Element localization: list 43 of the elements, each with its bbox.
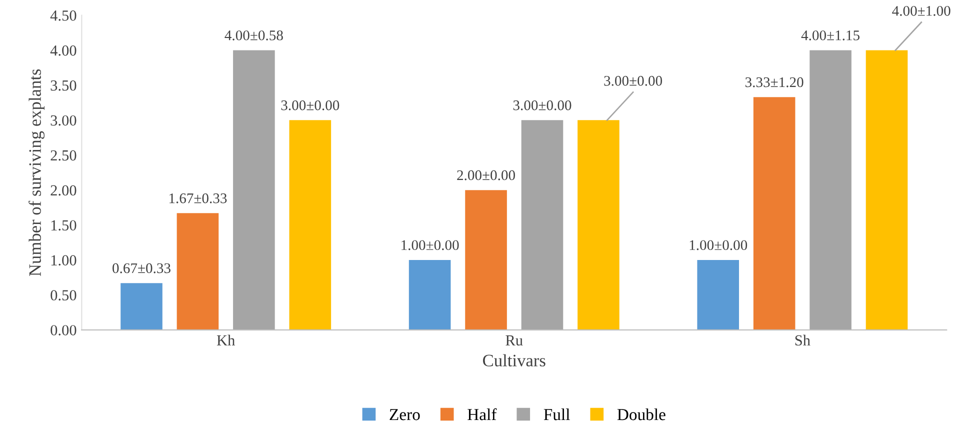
bar xyxy=(408,260,451,330)
x-tick-label: Kh xyxy=(216,334,235,346)
bar xyxy=(697,260,740,330)
data-label: 3.00±0.00 xyxy=(604,76,662,86)
legend-label: Zero xyxy=(390,409,420,420)
data-label: 3.33±1.20 xyxy=(746,77,804,88)
legend-label: Half xyxy=(468,408,497,420)
y-tick-label: 4.50 xyxy=(50,10,76,21)
y-tick-label: 2.50 xyxy=(50,150,76,161)
bar xyxy=(521,120,564,330)
data-label: 1.00±0.00 xyxy=(690,240,748,250)
bar xyxy=(753,97,796,330)
bar xyxy=(176,213,219,330)
data-label: 0.67±0.33 xyxy=(112,263,170,274)
y-tick-label: 4.00 xyxy=(50,45,76,56)
bar xyxy=(289,120,332,330)
data-label: 3.00±0.00 xyxy=(281,100,340,110)
bar xyxy=(810,50,852,330)
legend-label: Full xyxy=(544,408,570,420)
x-axis-title: Cultivars xyxy=(483,354,546,366)
y-tick-label: 3.00 xyxy=(50,115,76,126)
y-tick-label: 0.00 xyxy=(50,325,76,336)
data-label: 4.00±0.58 xyxy=(224,30,283,40)
data-label: 2.00±0.00 xyxy=(457,170,515,180)
legend-label: Double xyxy=(617,408,666,420)
y-tick-label: 1.00 xyxy=(51,255,76,266)
bar xyxy=(866,50,908,330)
bar xyxy=(465,190,507,330)
data-label: 1.67±0.33 xyxy=(169,193,227,204)
x-tick-label: Sh xyxy=(795,334,810,346)
x-tick-label: Ru xyxy=(506,335,523,346)
y-tick-label: 0.50 xyxy=(50,290,76,300)
bar xyxy=(578,120,620,330)
data-label: 4.00±1.15 xyxy=(801,30,860,40)
data-label: 1.00±0.00 xyxy=(402,240,459,250)
y-axis-title: Number of surviving explants xyxy=(28,69,45,276)
bar xyxy=(120,283,162,330)
data-label: 4.00±1.00 xyxy=(892,6,950,16)
y-tick-label: 1.50 xyxy=(51,220,76,231)
y-tick-label: 3.50 xyxy=(50,80,76,91)
data-label: 3.00±0.00 xyxy=(513,100,572,110)
bar xyxy=(233,50,275,330)
y-tick-label: 2.00 xyxy=(50,185,76,196)
